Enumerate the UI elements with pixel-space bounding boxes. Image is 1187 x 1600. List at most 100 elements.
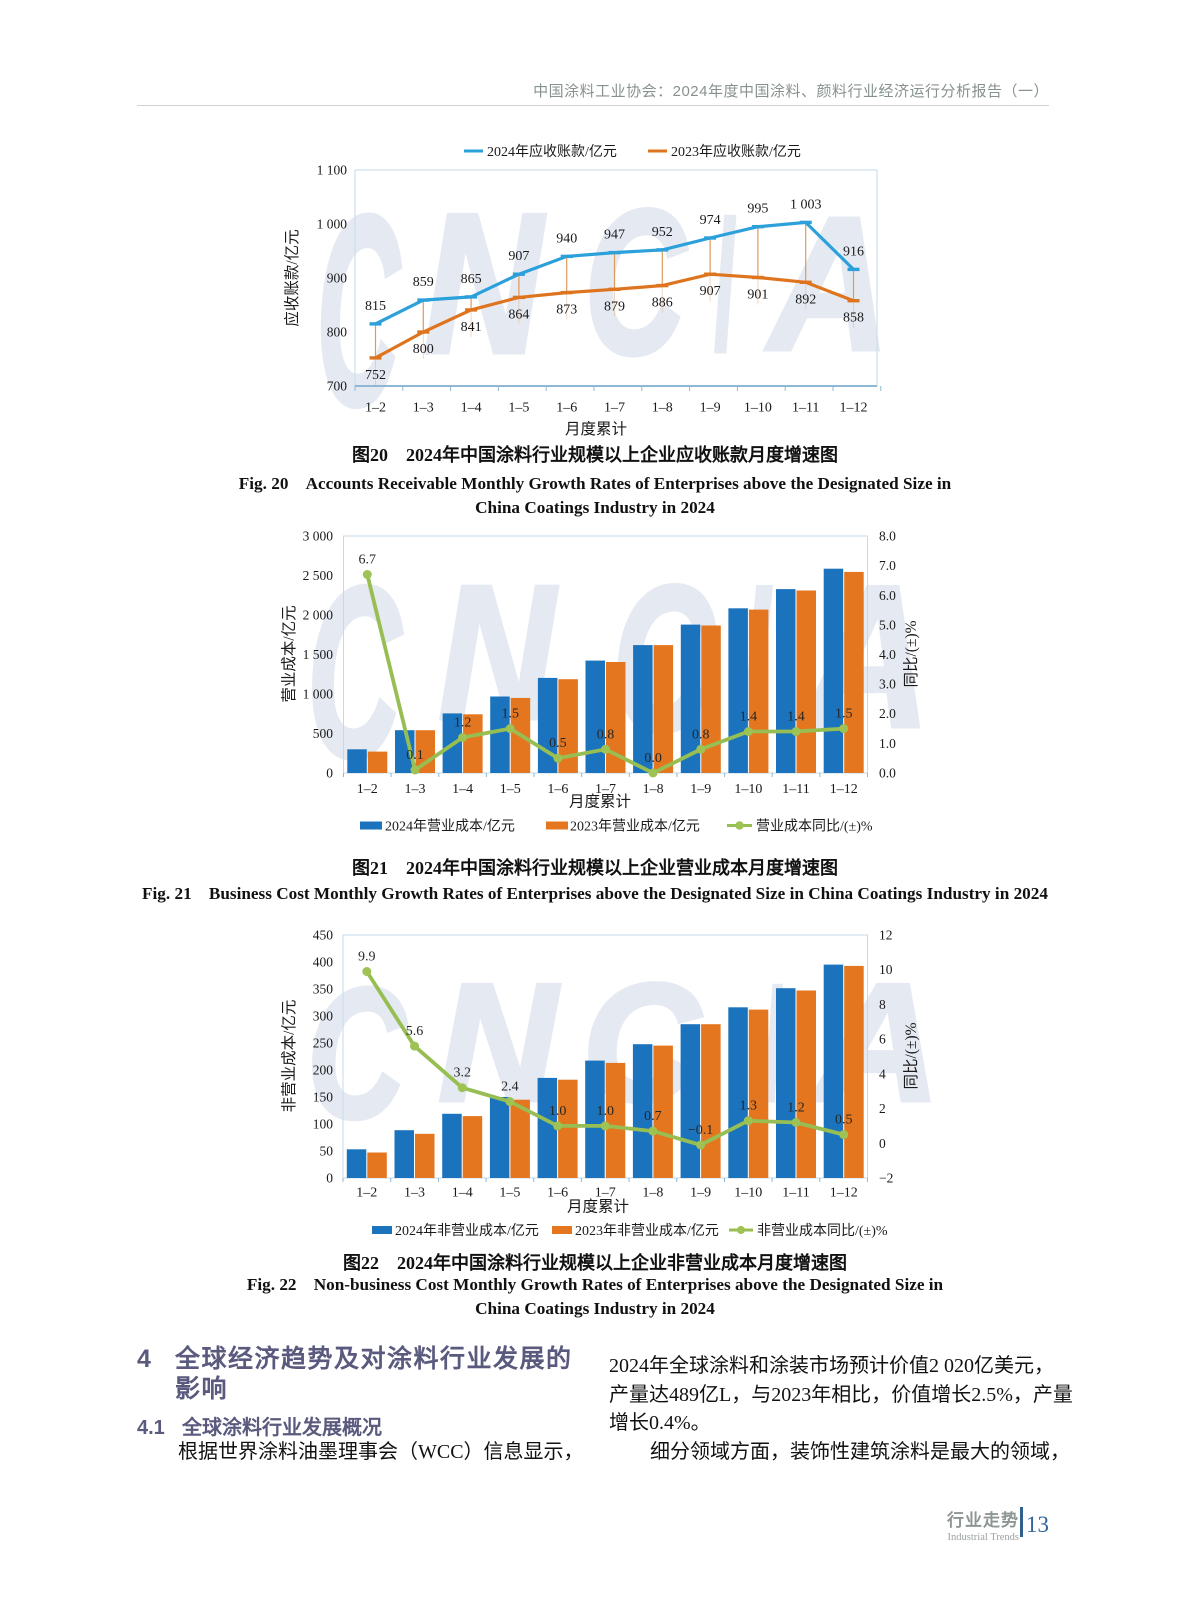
svg-text:1–12: 1–12	[830, 1186, 858, 1201]
svg-text:1–11: 1–11	[782, 1186, 809, 1201]
svg-text:1–11: 1–11	[782, 782, 809, 797]
svg-text:1.5: 1.5	[501, 707, 519, 722]
svg-text:2024年应收账款/亿元: 2024年应收账款/亿元	[487, 143, 617, 160]
svg-text:0.1: 0.1	[406, 748, 424, 763]
svg-text:月度累计: 月度累计	[565, 420, 627, 438]
svg-text:1–8: 1–8	[652, 401, 673, 416]
svg-text:907: 907	[700, 284, 721, 299]
svg-text:4: 4	[879, 1066, 886, 1081]
svg-text:营业成本/亿元: 营业成本/亿元	[280, 605, 298, 702]
svg-text:0.7: 0.7	[644, 1109, 662, 1124]
svg-text:1.2: 1.2	[787, 1101, 805, 1116]
svg-text:同比/(±)%: 同比/(±)%	[902, 1022, 920, 1089]
svg-text:1 500: 1 500	[303, 647, 334, 662]
svg-text:9.9: 9.9	[358, 950, 376, 965]
svg-text:同比/(±)%: 同比/(±)%	[902, 620, 920, 687]
svg-text:非营业成本/亿元: 非营业成本/亿元	[280, 1000, 298, 1113]
svg-text:营业成本同比/(±)%: 营业成本同比/(±)%	[756, 819, 873, 835]
svg-text:800: 800	[327, 325, 348, 340]
svg-text:940: 940	[556, 231, 577, 246]
svg-text:3.0: 3.0	[879, 677, 896, 692]
svg-text:752: 752	[365, 368, 386, 383]
svg-text:1–4: 1–4	[452, 1186, 473, 1201]
svg-text:858: 858	[843, 311, 864, 326]
svg-text:5.6: 5.6	[406, 1024, 424, 1039]
svg-text:C: C	[316, 161, 401, 463]
svg-text:8.0: 8.0	[879, 529, 896, 544]
svg-text:450: 450	[313, 928, 334, 943]
svg-text:1–4: 1–4	[461, 401, 482, 416]
svg-text:12: 12	[879, 928, 893, 943]
svg-text:3 000: 3 000	[303, 529, 334, 544]
svg-text:859: 859	[413, 275, 434, 290]
svg-text:4.0: 4.0	[879, 647, 896, 662]
svg-text:−0.1: −0.1	[688, 1123, 713, 1138]
svg-text:350: 350	[313, 982, 334, 997]
svg-text:1–10: 1–10	[744, 401, 772, 416]
svg-text:1–11: 1–11	[792, 401, 819, 416]
svg-text:1–8: 1–8	[643, 782, 664, 797]
svg-text:1–7: 1–7	[595, 1186, 616, 1201]
svg-text:873: 873	[556, 303, 577, 318]
svg-text:1.0: 1.0	[879, 736, 896, 751]
svg-text:2.4: 2.4	[501, 1080, 519, 1095]
svg-text:2 000: 2 000	[303, 608, 334, 623]
svg-text:1–10: 1–10	[734, 782, 762, 797]
svg-text:6.0: 6.0	[879, 588, 896, 603]
svg-text:0.0: 0.0	[644, 751, 662, 766]
svg-text:C: C	[307, 951, 406, 1157]
svg-text:2023年非营业成本/亿元: 2023年非营业成本/亿元	[575, 1223, 719, 1239]
svg-text:879: 879	[604, 299, 625, 314]
svg-text:1.2: 1.2	[454, 716, 472, 731]
svg-text:150: 150	[313, 1090, 334, 1105]
svg-text:1–2: 1–2	[356, 1186, 377, 1201]
svg-text:1–3: 1–3	[404, 1186, 425, 1201]
svg-text:0.8: 0.8	[597, 727, 615, 742]
svg-text:2024年营业成本/亿元: 2024年营业成本/亿元	[385, 819, 515, 835]
svg-text:N: N	[424, 172, 545, 395]
svg-text:1.4: 1.4	[740, 710, 758, 725]
svg-text:10: 10	[879, 962, 893, 977]
svg-text:6: 6	[879, 1032, 886, 1047]
svg-text:A: A	[766, 178, 890, 389]
svg-text:I: I	[714, 176, 736, 393]
svg-text:865: 865	[461, 272, 482, 287]
svg-text:1–12: 1–12	[830, 782, 858, 797]
svg-text:1.0: 1.0	[549, 1104, 567, 1119]
svg-text:1 000: 1 000	[303, 687, 334, 702]
svg-text:900: 900	[327, 271, 348, 286]
svg-text:815: 815	[365, 299, 386, 314]
svg-text:200: 200	[313, 1063, 334, 1078]
svg-text:2024年非营业成本/亿元: 2024年非营业成本/亿元	[395, 1223, 539, 1239]
svg-text:947: 947	[604, 228, 625, 243]
svg-text:1–6: 1–6	[556, 401, 577, 416]
svg-text:1 100: 1 100	[317, 163, 348, 178]
svg-text:1–10: 1–10	[734, 1186, 762, 1201]
svg-text:7.0: 7.0	[879, 558, 896, 573]
svg-text:3.2: 3.2	[453, 1066, 471, 1081]
svg-text:1–6: 1–6	[547, 782, 568, 797]
svg-text:250: 250	[313, 1036, 334, 1051]
svg-text:1.0: 1.0	[596, 1104, 614, 1119]
svg-text:0.8: 0.8	[692, 727, 710, 742]
svg-text:974: 974	[700, 213, 721, 228]
svg-text:100: 100	[313, 1117, 334, 1132]
svg-text:1.3: 1.3	[740, 1099, 758, 1114]
svg-text:907: 907	[508, 249, 529, 264]
svg-text:995: 995	[747, 202, 768, 217]
svg-text:2023年应收账款/亿元: 2023年应收账款/亿元	[671, 143, 801, 160]
svg-text:886: 886	[652, 296, 673, 311]
svg-text:300: 300	[313, 1009, 334, 1024]
svg-text:0: 0	[326, 766, 333, 781]
svg-text:952: 952	[652, 225, 673, 240]
svg-text:1 003: 1 003	[790, 197, 822, 212]
svg-text:6.7: 6.7	[359, 553, 377, 568]
svg-text:892: 892	[795, 292, 816, 307]
svg-text:2 500: 2 500	[303, 568, 334, 583]
svg-text:1 000: 1 000	[317, 217, 348, 232]
svg-text:2.0: 2.0	[879, 706, 896, 721]
svg-text:5.0: 5.0	[879, 617, 896, 632]
svg-text:800: 800	[413, 342, 434, 357]
svg-text:0: 0	[879, 1136, 886, 1151]
svg-text:1–2: 1–2	[357, 782, 378, 797]
